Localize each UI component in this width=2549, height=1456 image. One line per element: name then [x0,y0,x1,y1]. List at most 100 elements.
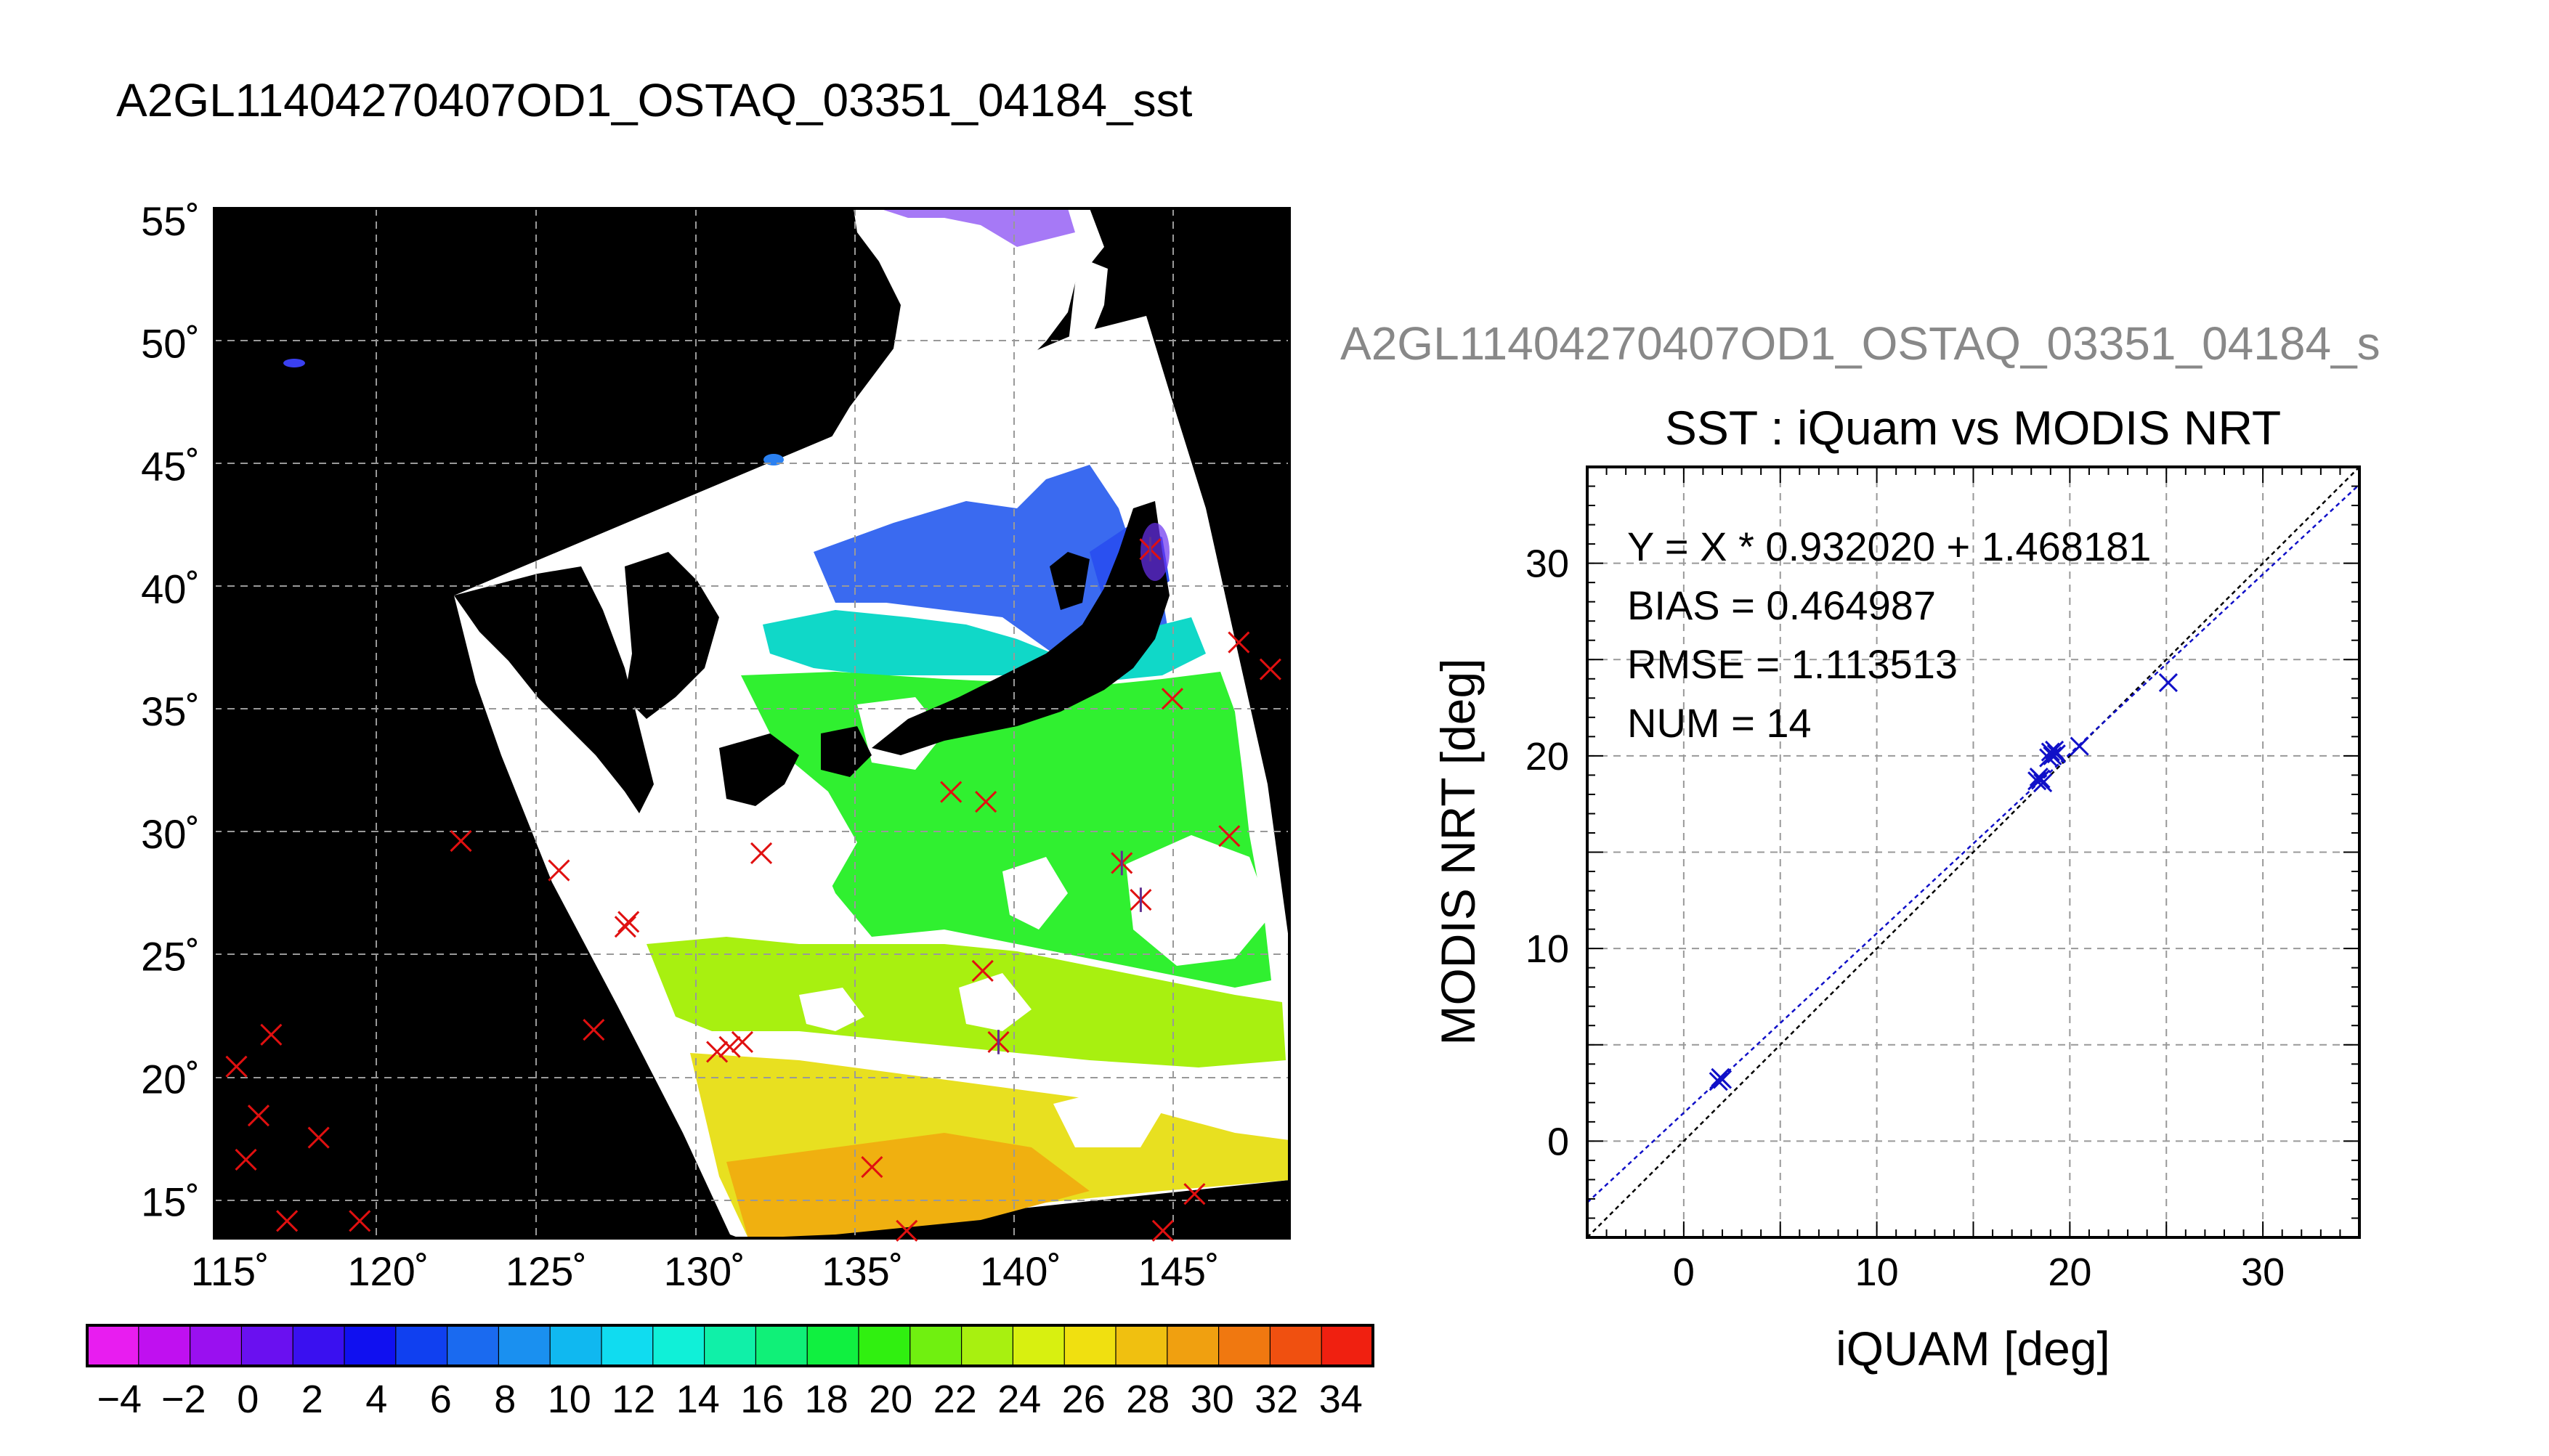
colorbar-tick-label: 8 [494,1378,516,1421]
sea-match-point [1151,1219,1174,1242]
scatter-point-stroke-b [2031,769,2051,789]
scatter-x-tick-label: 10 [1855,1250,1899,1294]
colorbar-tick-label: 28 [1126,1378,1170,1421]
scatter-annotation: NUM = 14 [1627,700,1812,746]
colorbar-cell [498,1325,551,1367]
scatter-lines [1587,467,2359,1237]
sea-match-point-stroke-b [971,959,994,983]
colorbar-tick-label: 24 [997,1378,1041,1421]
sea-match-point [1228,631,1250,654]
scatter-annotation: RMSE = 1.113513 [1627,641,1958,687]
scatter-x-tick-labels: 0 10 20 30 [1673,1250,2285,1294]
colorbar-tick-label: 4 [365,1378,387,1421]
colorbar-tick-label: 12 [612,1378,655,1421]
scatter-point-stroke-b [1709,1072,1728,1091]
sea-match-point [225,1055,248,1078]
colorbar-cell [1321,1325,1374,1367]
scatter-x-tick-label: 0 [1673,1250,1695,1294]
scatter-gridlines [1587,467,2359,1237]
scatter-annotation: Y = X * 0.932020 + 1.468181 [1627,524,2151,569]
colorbar: −4 −2 0 2 4 6 8 10 12 14 16 18 20 22 24 26 28 30 32 34 [86,1324,1374,1421]
sea-match-point-stroke-b [1218,825,1241,847]
sea-match-point-stroke-b [718,1036,741,1058]
map-x-tick-label: 130˚ [664,1248,745,1294]
sea-match-point [276,1210,299,1232]
colorbar-cell [1167,1325,1220,1367]
scatter-point [1712,1070,1733,1089]
scatter-point-stroke-b [2041,742,2060,762]
sea-match-point [731,1030,754,1053]
sst-band-orange [726,1133,1090,1238]
scatter-title: SST : iQuam vs MODIS NRT [1665,401,2281,455]
colorbar-cell [240,1325,294,1367]
sea-match-point-stroke-b [1161,688,1184,710]
sea-match-point [940,781,963,803]
map-y-tick-label: 50˚ [141,321,200,367]
scatter-point-stroke-b [2046,744,2066,764]
colorbar-cell [1217,1325,1271,1367]
map-y-tick-label: 30˚ [141,811,200,857]
map-x-tick-label: 140˚ [980,1248,1061,1294]
scatter-point [2041,742,2060,762]
map-x-tick-label: 145˚ [1138,1248,1220,1294]
scatter-point-stroke-b [2158,673,2178,693]
sea-match-point [450,829,472,853]
sst-band-north-cold [814,465,1170,654]
scatter-y-tick-label: 20 [1525,735,1569,778]
colorbar-cell [703,1325,757,1367]
hokkaido-coastal-spot [283,359,305,367]
colorbar-cell [395,1325,448,1367]
scatter-point-stroke-b [2045,740,2064,760]
colorbar-cells [86,1325,1374,1367]
colorbar-tick-label: 26 [1062,1378,1106,1421]
map-y-tick-label: 35˚ [141,688,200,734]
japan-land [719,501,1170,806]
sea-match-point-stroke-b [1259,658,1281,680]
map-y-tick-label: 45˚ [141,444,200,489]
sea-match-point [583,1018,605,1041]
colorbar-cell [292,1325,346,1367]
scatter-point [2031,769,2051,789]
colorbar-tick-label: 2 [301,1378,323,1421]
scatter-point-stroke-b [2043,746,2062,765]
scatter-point-stroke-b [2070,736,2089,756]
scatter-x-tick-label: 20 [2048,1250,2091,1294]
map-x-tick-label: 115˚ [191,1248,270,1294]
sea-match-point [1218,825,1241,847]
northern-land [712,208,1104,566]
sea-match-point-stroke-b [450,829,472,853]
scatter-point [2046,744,2066,764]
colorbar-cell [1115,1325,1168,1367]
scatter-points [1709,673,2178,1091]
scatter-y-tick-label: 10 [1525,927,1569,971]
colorbar-cell [1269,1325,1323,1367]
colorbar-cell [549,1325,603,1367]
scatter-y-tick-label: 30 [1525,542,1569,586]
map-title: A2GL11404270407OD1_OSTAQ_03351_04184_sst [116,74,1193,126]
sea-match-point [1161,688,1184,710]
colorbar-tick-label: 18 [805,1378,848,1421]
colorbar-tick-label: 30 [1191,1378,1234,1421]
sea-match-point [307,1126,330,1149]
sea-match-point [235,1148,257,1171]
colorbar-tick-label: 20 [869,1378,912,1421]
map-match-points [225,537,1281,1242]
map-y-tick-label: 15˚ [141,1179,200,1224]
colorbar-cell [1063,1325,1117,1367]
map-frame [213,207,1291,1240]
sea-match-point [861,1156,883,1179]
scatter-minor-ticks [1587,467,2359,1237]
colorbar-tick-label: 34 [1319,1378,1363,1421]
sst-map: 115˚ 120˚ 125˚ 130˚ 135˚ 140˚ 145˚ 55˚ 50˚ 45˚ 40… [141,198,1291,1294]
scatter-point-stroke-b [2027,771,2047,791]
map-x-tick-label: 125˚ [506,1248,587,1294]
colorbar-cell [960,1325,1014,1367]
sea-match-point [349,1210,371,1232]
used-match-point [1130,887,1152,912]
sea-match-point-stroke-b [706,1041,729,1063]
colorbar-cell [858,1325,911,1367]
scatter-point [2158,673,2178,693]
colorbar-cell [806,1325,860,1367]
sea-match-point-stroke-b [731,1030,754,1053]
